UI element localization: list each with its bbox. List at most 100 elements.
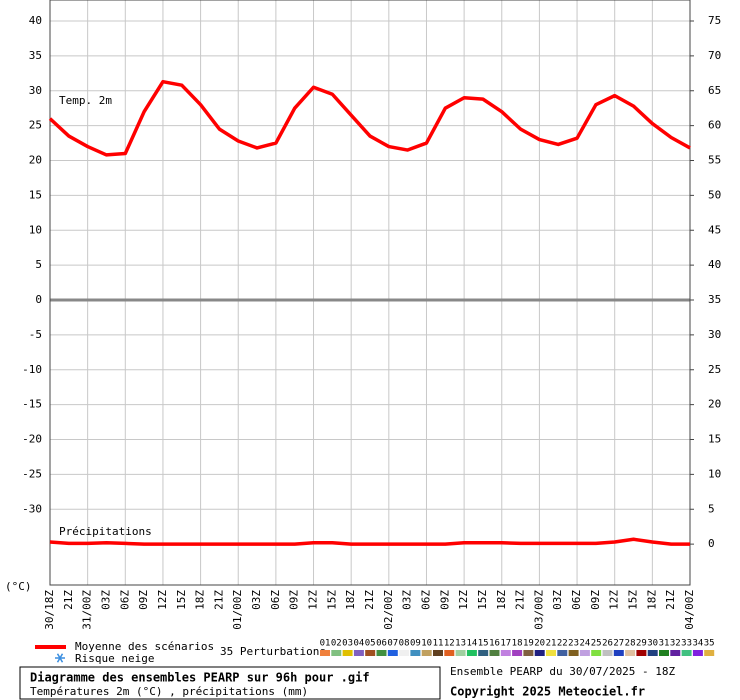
legend-label: 03 (342, 639, 353, 649)
legend-swatch (692, 650, 703, 656)
legend-swatch (500, 650, 511, 656)
x-tick-label: 21Z (212, 590, 225, 610)
x-tick-label: 21Z (514, 590, 527, 610)
legend-label: 29 (636, 639, 647, 649)
legend-label: 16 (489, 639, 500, 649)
legend-label: 12 (444, 639, 455, 649)
x-tick-label: 09Z (288, 590, 301, 610)
legend-swatch (331, 650, 342, 656)
x-tick-label: 09Z (137, 590, 150, 610)
data-line (48, 79, 691, 157)
legend-swatch (625, 650, 636, 656)
x-tick-label: 03Z (551, 590, 564, 610)
chart-title: Diagramme des ensembles PEARP sur 96h po… (30, 671, 370, 685)
legend-label: 07 (387, 639, 398, 649)
legend-swatch (704, 650, 715, 656)
legend-swatch (320, 650, 330, 656)
footer-box (19, 666, 441, 700)
y-tick-label: -15 (22, 398, 42, 411)
legend-swatch (591, 650, 602, 656)
legend-label: Risque neige (75, 652, 154, 665)
x-tick-label: 03Z (250, 590, 263, 610)
x-tick-label: 18Z (495, 590, 508, 610)
x-tick-label: 06Z (118, 590, 131, 610)
legend-label: 22 (557, 639, 568, 649)
legend-swatch (534, 650, 545, 656)
y-tick-label: -5 (29, 328, 42, 341)
legend-label: 27 (613, 639, 624, 649)
x-tick-label: 15Z (627, 590, 640, 610)
y-tick-label: -25 (22, 467, 42, 480)
legend-swatch (512, 650, 523, 656)
legend-label: 28 (625, 639, 636, 649)
legend-label: 34 (692, 639, 703, 649)
y-tick-label: -10 (22, 363, 42, 376)
x-tick-label: 01/00Z (231, 590, 244, 630)
legend-swatch (353, 650, 364, 656)
legend-swatch (546, 650, 556, 656)
x-tick-label: 15Z (476, 590, 489, 610)
legend-label: 01 (320, 639, 331, 649)
annotation: Temp. 2m (59, 94, 112, 107)
x-tick-label: 18Z (645, 590, 658, 610)
x-tick-label: 04/00Z (683, 590, 696, 630)
legend-swatch (387, 650, 398, 656)
x-tick-label: 03/00Z (532, 590, 545, 630)
annotation: Précipitations (59, 525, 152, 538)
legend-swatch (342, 650, 353, 656)
legend-swatch (399, 650, 410, 656)
legend-swatch (568, 650, 579, 656)
legend-label: 15 (478, 639, 489, 649)
legend-swatch (647, 650, 658, 656)
legend-label: 33 (681, 639, 692, 649)
legend-label: 05 (365, 639, 376, 649)
y2-tick-label: 40 (708, 258, 721, 271)
legend-label: 26 (602, 639, 613, 649)
legend-label: 23 (568, 639, 579, 649)
y-tick-label: 30 (29, 84, 42, 97)
y2-tick-label: 45 (708, 223, 721, 236)
plot-frame (49, 0, 691, 586)
legend-label: 09 (410, 639, 421, 649)
x-tick-label: 03Z (99, 590, 112, 610)
legend-swatch (455, 650, 466, 656)
y2-tick-label: 35 (708, 293, 721, 306)
x-tick-label: 12Z (457, 590, 470, 610)
chart-subtitle: Températures 2m (°C) , précipitations (m… (30, 685, 308, 698)
legend-label: 10 (421, 639, 432, 649)
legend-label: 24 (579, 639, 590, 649)
legend-label: 20 (534, 639, 545, 649)
y2-tick-label: 55 (708, 154, 721, 167)
legend-swatch (489, 650, 500, 656)
x-tick-label: 31/00Z (81, 590, 94, 630)
legend-label: 35 Perturbations (220, 645, 326, 658)
legend-swatch (659, 650, 669, 656)
y-tick-label: -30 (22, 502, 42, 515)
legend-label: 17 (500, 639, 511, 649)
legend-swatch (613, 650, 624, 656)
x-tick-label: 21Z (62, 590, 75, 610)
legend-label: 19 (523, 639, 534, 649)
x-tick-label: 12Z (307, 590, 320, 610)
x-tick-label: 03Z (401, 590, 414, 610)
legend-label: 32 (670, 639, 681, 649)
legend-label: 11 (433, 639, 444, 649)
legend-label: 25 (591, 639, 602, 649)
y-tick-label: -20 (22, 433, 42, 446)
legend-swatch (557, 650, 568, 656)
y2-tick-label: 0 (708, 537, 715, 550)
run-label: Ensemble PEARP du 30/07/2025 - 18Z (450, 665, 676, 678)
legend-swatch (636, 650, 647, 656)
y-tick-label: 0 (35, 293, 42, 306)
y2-tick-label: 15 (708, 433, 721, 446)
legend-swatch (466, 650, 477, 656)
y-tick-label: 10 (29, 223, 42, 236)
legend-swatch (681, 650, 692, 656)
y2-tick-label: 5 (708, 502, 715, 515)
legend-swatch (376, 650, 387, 656)
x-tick-label: 21Z (363, 590, 376, 610)
legend-label: 08 (399, 639, 410, 649)
y-tick-label: 25 (29, 119, 42, 132)
